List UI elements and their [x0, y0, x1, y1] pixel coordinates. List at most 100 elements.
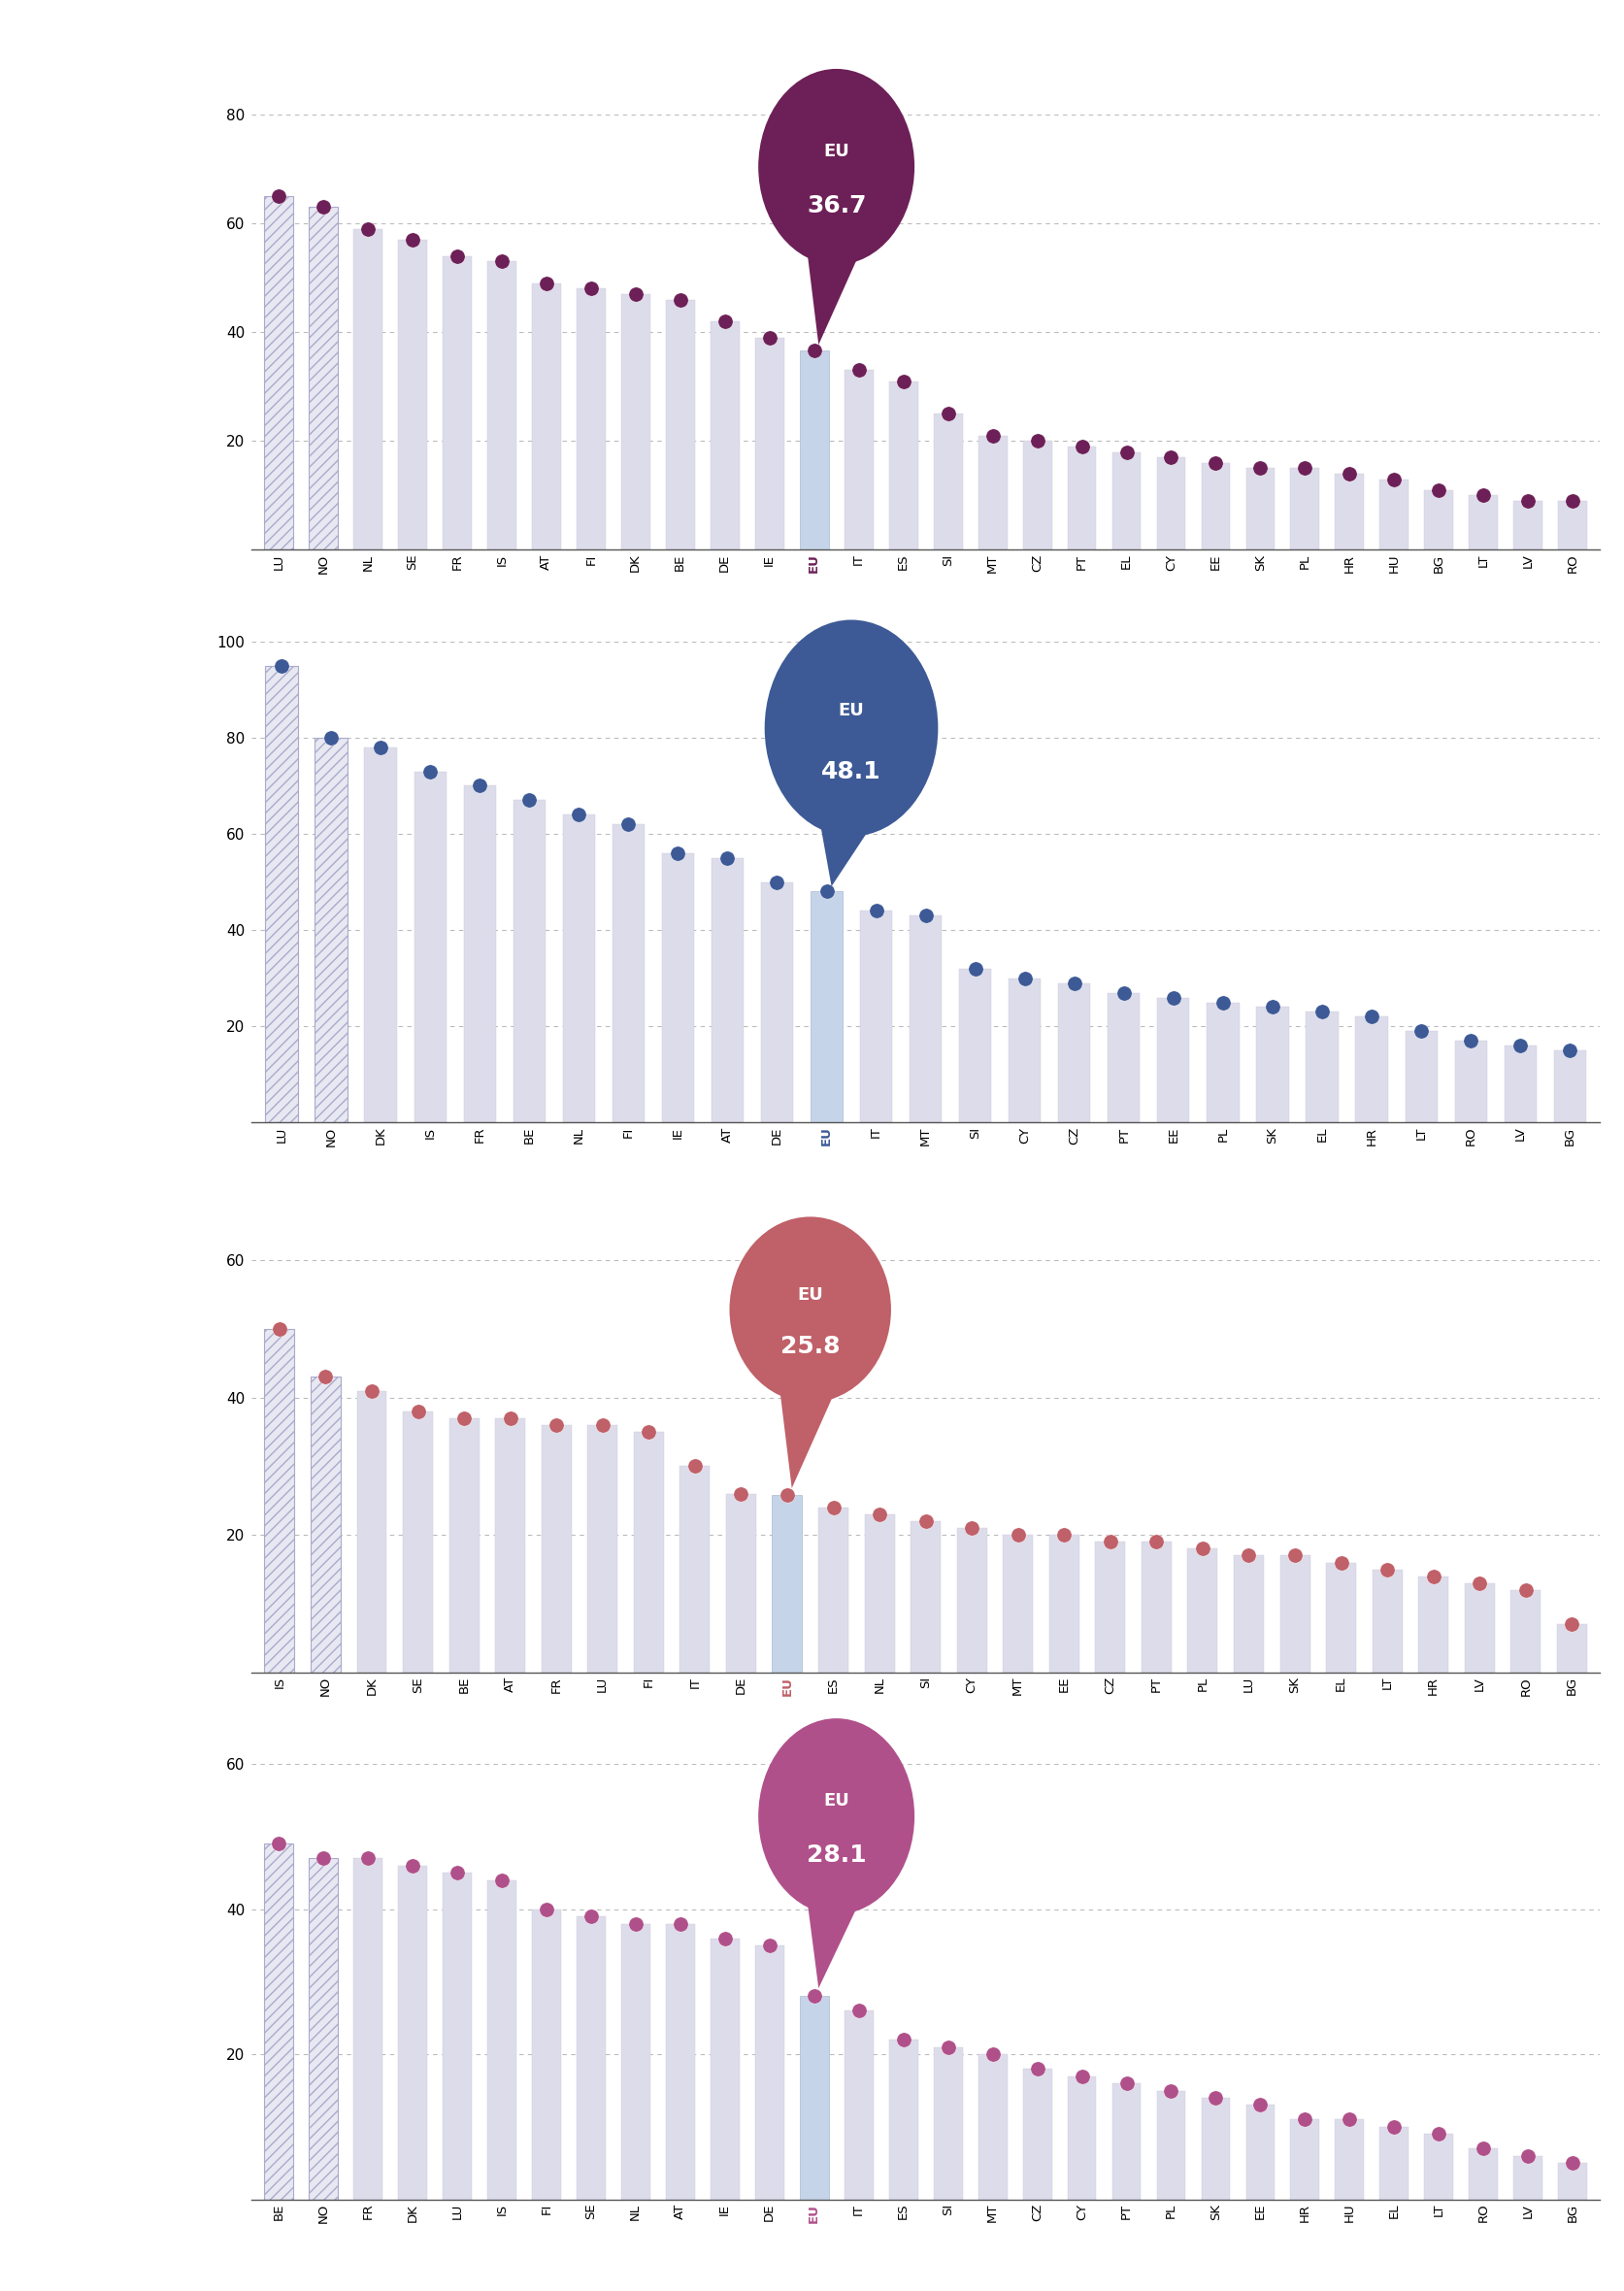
Bar — [450, 1418, 479, 1672]
Bar — [1559, 2163, 1587, 2199]
Bar — [1004, 1535, 1033, 1672]
Bar — [1280, 1556, 1311, 1672]
Text: Repair of computers
and personal and
household goods: Repair of computers and personal and hou… — [44, 2115, 192, 2158]
Bar — [1291, 467, 1320, 550]
Bar — [799, 351, 828, 550]
Text: EU: EU — [838, 701, 864, 719]
Bar — [1554, 1052, 1587, 1123]
Bar — [577, 1915, 606, 2199]
Ellipse shape — [758, 69, 914, 266]
Bar — [1418, 1576, 1449, 1672]
Bar — [1559, 502, 1587, 550]
Polygon shape — [778, 1375, 843, 1489]
Text: Administrative
and support
service activities: Administrative and support service activ… — [57, 1588, 179, 1631]
Bar — [762, 882, 793, 1123]
Bar — [888, 2039, 918, 2199]
Bar — [1112, 451, 1142, 550]
Bar — [1156, 458, 1186, 550]
Bar — [934, 415, 963, 550]
Bar — [354, 1858, 382, 2199]
Bar — [1380, 479, 1410, 550]
Bar — [463, 786, 495, 1123]
Bar — [1023, 442, 1052, 550]
Bar — [1246, 467, 1275, 550]
Bar — [513, 800, 546, 1123]
Text: EU: EU — [823, 142, 849, 160]
Bar — [1465, 1583, 1494, 1672]
Bar — [1234, 1556, 1263, 1672]
Ellipse shape — [765, 621, 939, 836]
Bar — [588, 1425, 617, 1672]
Text: 48.1: 48.1 — [822, 761, 882, 784]
Bar — [442, 1874, 471, 2199]
Bar — [1514, 502, 1543, 550]
Bar — [620, 1924, 650, 2199]
Bar — [398, 241, 427, 550]
Bar — [265, 1844, 292, 2199]
Text: EU: EU — [823, 1792, 849, 1810]
Ellipse shape — [758, 1718, 914, 1915]
Bar — [1557, 1624, 1587, 1672]
Bar — [531, 284, 560, 550]
Bar — [1023, 2069, 1052, 2199]
Bar — [364, 747, 396, 1123]
Bar — [1327, 1562, 1356, 1672]
Bar — [771, 1496, 802, 1672]
Bar — [934, 2048, 963, 2199]
Bar — [666, 1924, 695, 2199]
Bar — [911, 1521, 940, 1672]
Bar — [577, 289, 606, 550]
Bar — [663, 852, 693, 1123]
Bar — [265, 197, 292, 550]
Bar — [309, 206, 338, 550]
Bar — [442, 257, 471, 550]
Bar — [960, 969, 991, 1123]
Bar — [864, 1514, 895, 1672]
Bar — [710, 321, 739, 550]
Bar — [844, 2011, 874, 2199]
Bar — [1187, 1549, 1218, 1672]
Bar — [666, 300, 695, 550]
Bar — [1158, 997, 1189, 1123]
Bar — [710, 1938, 739, 2199]
Bar — [265, 1329, 294, 1672]
Bar — [309, 1858, 338, 2199]
Bar — [1067, 2076, 1096, 2199]
Bar — [861, 912, 892, 1123]
Bar — [1202, 463, 1231, 550]
Bar — [487, 261, 516, 550]
Bar — [620, 293, 650, 550]
Bar — [755, 337, 784, 550]
Text: 28.1: 28.1 — [807, 1844, 866, 1867]
Bar — [909, 916, 942, 1123]
Bar — [1246, 2105, 1275, 2199]
Bar — [541, 1425, 572, 1672]
Text: 36.7: 36.7 — [807, 195, 866, 218]
Bar — [1108, 992, 1140, 1123]
Bar — [978, 435, 1007, 550]
Bar — [844, 371, 874, 550]
Bar — [680, 1466, 710, 1672]
Bar — [1306, 1013, 1338, 1123]
Bar — [1504, 1045, 1536, 1123]
Bar — [1470, 495, 1497, 550]
Bar — [1335, 474, 1364, 550]
Bar — [1510, 1590, 1541, 1672]
Bar — [888, 380, 918, 550]
Bar — [978, 2055, 1007, 2199]
Bar — [1356, 1017, 1389, 1123]
Polygon shape — [806, 1885, 867, 1989]
Bar — [1424, 2135, 1453, 2199]
Bar — [1372, 1569, 1402, 1672]
Bar — [562, 816, 594, 1123]
Bar — [1112, 2083, 1142, 2199]
Bar — [531, 1908, 560, 2199]
Bar — [1405, 1031, 1437, 1123]
Bar — [1156, 2089, 1186, 2199]
Bar — [1291, 2119, 1320, 2199]
Polygon shape — [806, 236, 867, 344]
Text: Professional,
scientific and
technical activities: Professional, scientific and technical a… — [49, 1038, 187, 1081]
Bar — [1470, 2149, 1497, 2199]
Bar — [957, 1528, 987, 1672]
Bar — [1257, 1008, 1289, 1123]
